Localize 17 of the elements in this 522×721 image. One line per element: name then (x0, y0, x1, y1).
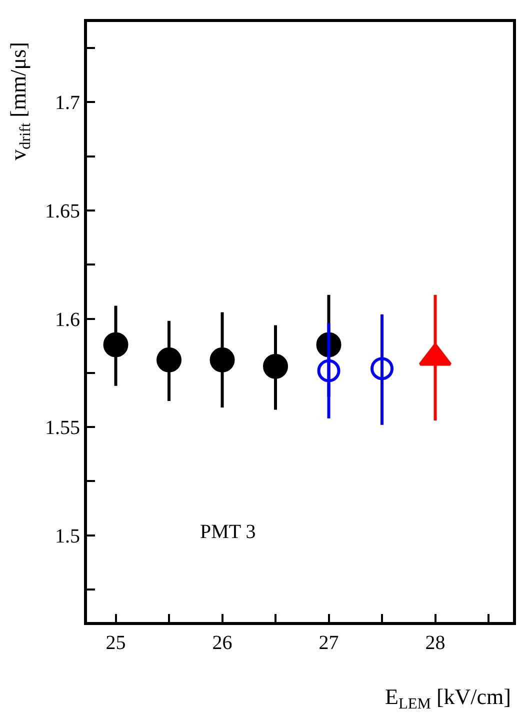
x-tick-label: 28 (425, 632, 446, 654)
x-tick-label: 27 (318, 632, 339, 654)
point (210, 347, 235, 372)
y-tick-label: 1.6 (55, 308, 80, 331)
x-tick-label: 26 (212, 632, 232, 654)
x-tick-label: 25 (106, 632, 126, 654)
point (263, 354, 288, 379)
y-tick-label: 1.65 (45, 200, 80, 222)
point (156, 347, 182, 372)
annotation: PMT 3 (200, 521, 256, 543)
point (317, 359, 340, 382)
y-tick-label: 1.5 (55, 525, 80, 548)
point (103, 332, 128, 358)
y-tick-label: 1.7 (55, 92, 80, 114)
x-axis-title: E$_{LEM}$ [kV/cm] (385, 684, 511, 713)
y-tick-label: 1.55 (45, 417, 80, 440)
point (370, 357, 394, 380)
